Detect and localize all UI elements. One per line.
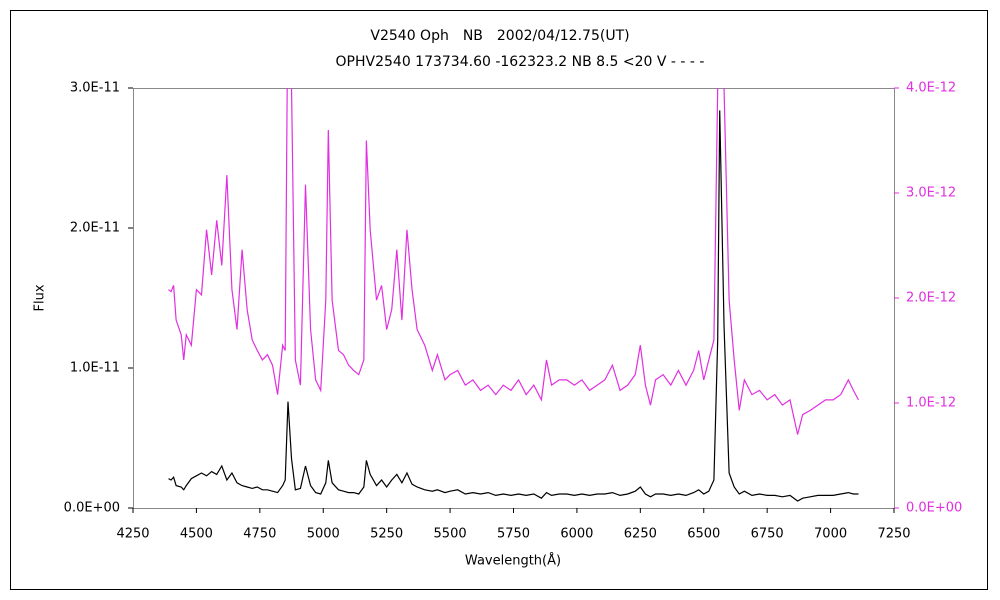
chart-subtitle: OPHV2540 173734.60 -162323.2 NB 8.5 <20 … (336, 54, 705, 70)
x-tick-label: 6750 (751, 527, 784, 542)
x-tick-label: 7000 (814, 527, 847, 542)
y-tick-label: 2.0E-11 (70, 221, 120, 236)
x-tick-label: 7250 (877, 527, 910, 542)
x-tick-label: 4500 (180, 527, 213, 542)
x-axis-label: Wavelength(Å) (465, 553, 561, 569)
x-tick-label: 4250 (116, 527, 149, 542)
series-line (168, 88, 860, 435)
x-tick-label: 6500 (687, 527, 720, 542)
x-tick-label: 6000 (560, 527, 593, 542)
y-tick-label: 0.0E+00 (64, 501, 120, 516)
y2-tick-label: 0.0E+00 (906, 501, 962, 516)
y-tick-label: 3.0E-11 (70, 81, 120, 96)
series-line (168, 110, 859, 502)
x-tick-label: 4750 (243, 527, 276, 542)
y2-tick-label: 3.0E-12 (906, 186, 956, 201)
plot-area (133, 88, 895, 509)
y-tick-label: 1.0E-11 (70, 361, 120, 376)
plot-lines (168, 88, 860, 502)
y2-tick-label: 1.0E-12 (906, 396, 956, 411)
chart-title: V2540 Oph NB 2002/04/12.75(UT) (370, 28, 629, 44)
y-axis-label: Flux (33, 284, 48, 311)
x-tick-label: 5750 (497, 527, 530, 542)
x-tick-label: 5000 (307, 527, 340, 542)
x-tick-label: 5500 (434, 527, 467, 542)
x-tick-label: 5250 (370, 527, 403, 542)
x-tick-label: 6250 (624, 527, 657, 542)
y2-tick-label: 4.0E-12 (906, 81, 956, 96)
y2-tick-label: 2.0E-12 (906, 291, 956, 306)
